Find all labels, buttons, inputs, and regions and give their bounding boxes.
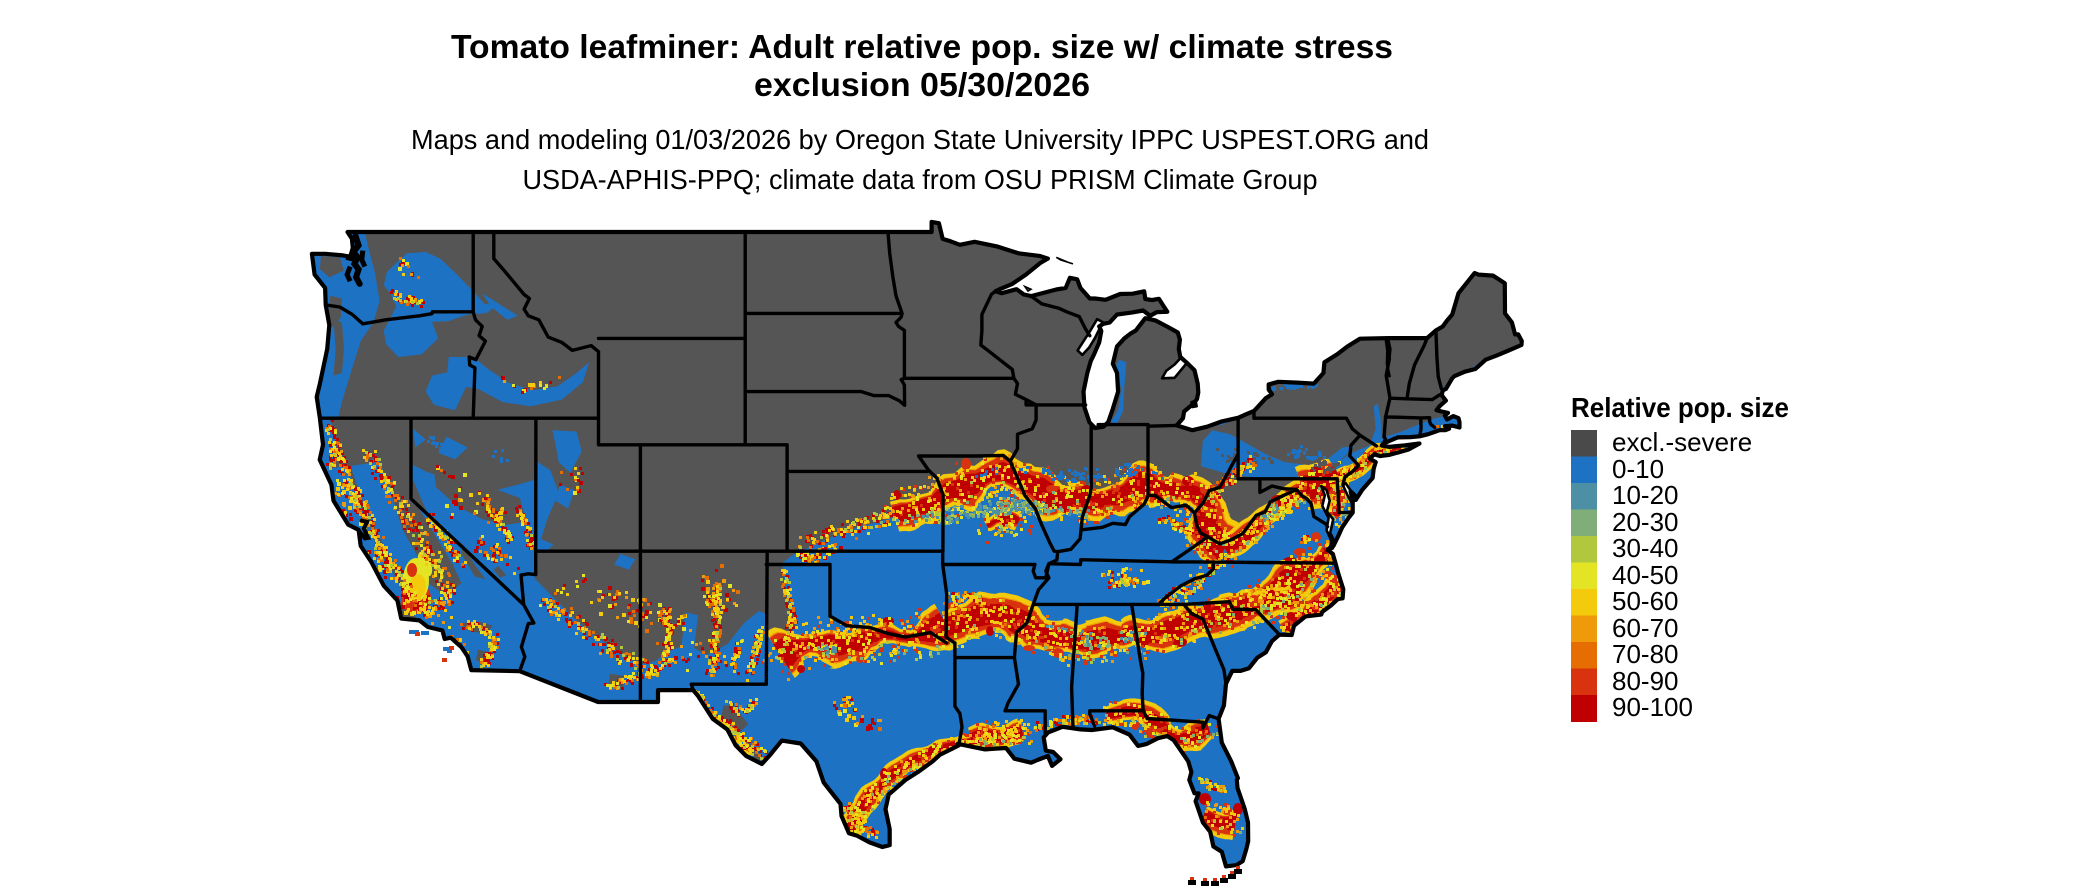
svg-text:80-90: 80-90 bbox=[1612, 666, 1679, 696]
svg-text:Relative pop. size: Relative pop. size bbox=[1571, 392, 1789, 423]
svg-text:60-70: 60-70 bbox=[1612, 613, 1679, 643]
svg-text:10-20: 10-20 bbox=[1612, 480, 1679, 510]
svg-text:40-50: 40-50 bbox=[1612, 560, 1679, 590]
svg-text:90-100: 90-100 bbox=[1612, 692, 1693, 722]
svg-text:USDA-APHIS-PPQ; climate data f: USDA-APHIS-PPQ; climate data from OSU PR… bbox=[523, 164, 1318, 195]
svg-text:exclusion 05/30/2026: exclusion 05/30/2026 bbox=[754, 66, 1090, 103]
svg-text:excl.-severe: excl.-severe bbox=[1612, 427, 1752, 457]
svg-text:70-80: 70-80 bbox=[1612, 639, 1679, 669]
svg-text:50-60: 50-60 bbox=[1612, 586, 1679, 616]
svg-text:30-40: 30-40 bbox=[1612, 533, 1679, 563]
svg-text:20-30: 20-30 bbox=[1612, 507, 1679, 537]
svg-text:Tomato leafminer: Adult relati: Tomato leafminer: Adult relative pop. si… bbox=[451, 28, 1393, 65]
svg-text:Maps and modeling 01/03/2026 b: Maps and modeling 01/03/2026 by Oregon S… bbox=[411, 124, 1429, 155]
svg-text:0-10: 0-10 bbox=[1612, 454, 1664, 484]
